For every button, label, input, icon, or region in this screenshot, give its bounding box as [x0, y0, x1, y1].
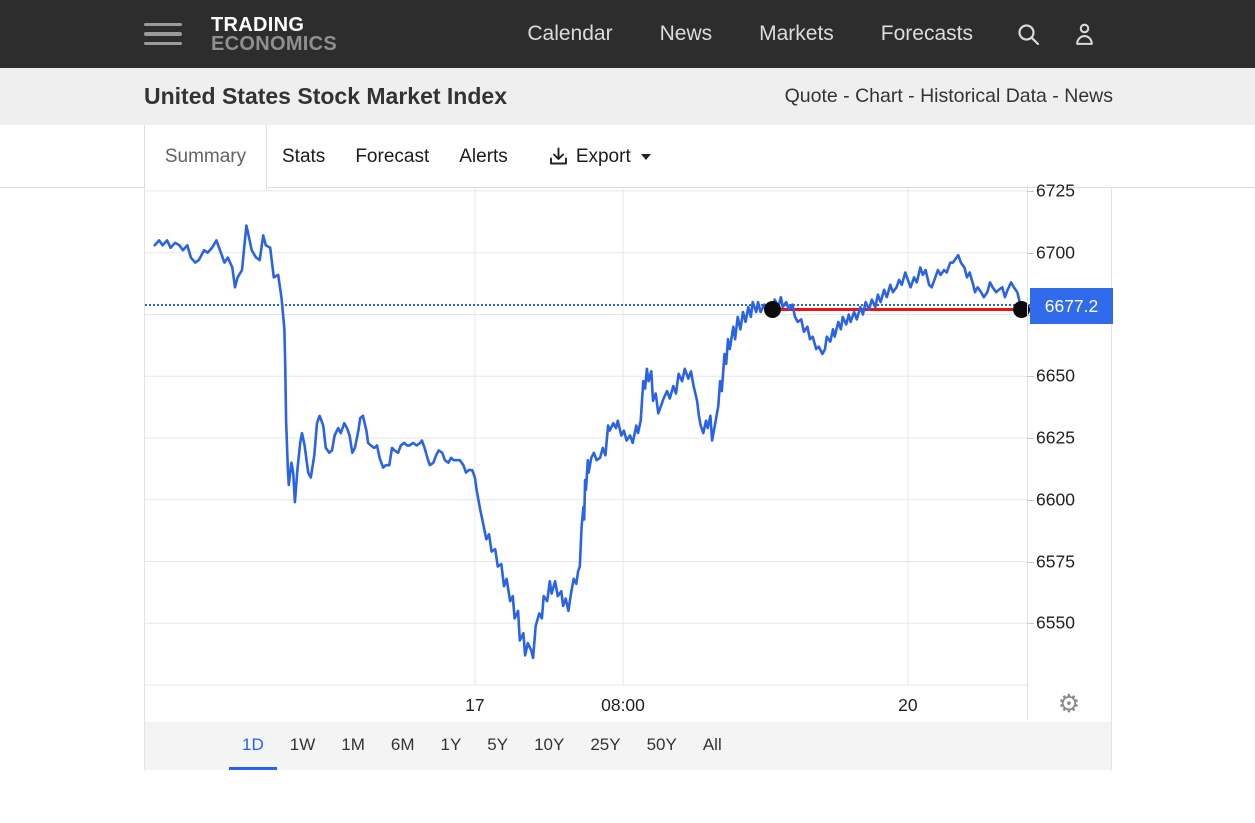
tab-forecast[interactable]: Forecast: [355, 145, 430, 167]
y-axis-tick: [1027, 561, 1034, 563]
chart-settings-gear-icon[interactable]: ⚙: [1057, 690, 1081, 718]
tab-alerts[interactable]: Alerts: [459, 145, 508, 167]
title-bar: United States Stock Market Index Quote -…: [0, 68, 1255, 125]
range-button-25y[interactable]: 25Y: [590, 735, 621, 754]
nav-link-news[interactable]: News: [659, 22, 713, 45]
export-label: Export: [575, 145, 631, 167]
range-button-5y[interactable]: 5Y: [487, 735, 509, 754]
range-button-50y[interactable]: 50Y: [646, 735, 677, 754]
download-icon: [549, 147, 567, 165]
link-quote[interactable]: Quote: [784, 85, 838, 107]
menu-hamburger-icon[interactable]: [144, 22, 182, 46]
page-title: United States Stock Market Index: [144, 83, 507, 109]
tab-stats[interactable]: Stats: [282, 145, 326, 167]
nav-links: Calendar News Markets Forecasts: [527, 22, 973, 46]
y-axis-border: [1027, 186, 1028, 720]
top-navbar: TRADING ECONOMICS Calendar News Markets For…: [0, 0, 1255, 68]
y-axis-tick: [1027, 623, 1034, 625]
y-axis-tick: [1027, 499, 1034, 501]
y-axis-tick: [1027, 438, 1034, 439]
export-button[interactable]: Export: [534, 125, 665, 188]
chart-gridlines: [145, 188, 1027, 686]
user-icon[interactable]: [1072, 22, 1097, 47]
y-axis-tick: [1027, 376, 1034, 378]
range-button-1w[interactable]: 1W: [289, 735, 316, 754]
previous-close-dotted-line: [145, 303, 1031, 306]
tab-summary[interactable]: Summary: [144, 125, 267, 189]
link-chart[interactable]: Chart: [855, 85, 903, 107]
x-axis-label-20: 20: [898, 695, 918, 715]
last-price-label: 6677.2: [1030, 288, 1113, 324]
trading-economics-logo[interactable]: TRADING ECONOMICS: [211, 13, 338, 55]
y-axis-tick: [1027, 190, 1034, 192]
range-button-10y[interactable]: 10Y: [534, 735, 565, 754]
y-axis-label-6700: 6700: [1036, 242, 1075, 263]
nav-link-calendar[interactable]: Calendar: [527, 22, 613, 45]
link-historical-data[interactable]: Historical Data: [920, 85, 1047, 107]
y-axis-label-6725: 6725: [1036, 180, 1075, 201]
y-axis-label-6600: 6600: [1036, 489, 1075, 510]
y-axis-label-6575: 6575: [1036, 551, 1075, 571]
y-axis-tick: [1027, 252, 1034, 254]
logo-line-1: TRADING: [211, 13, 305, 36]
range-button-all[interactable]: All: [702, 735, 722, 754]
range-selector: 1D 1W 1M 6M 1Y 5Y 10Y 25Y 50Y All: [145, 722, 1111, 770]
nav-link-forecasts[interactable]: Forecasts: [880, 22, 973, 45]
range-button-1d[interactable]: 1D: [229, 722, 277, 770]
link-news[interactable]: News: [1064, 85, 1113, 107]
breadcrumb-links: Quote - Chart - Historical Data - News: [784, 85, 1113, 107]
y-axis-label-6625: 6625: [1036, 427, 1075, 448]
nav-icons: [1016, 22, 1097, 47]
y-axis-label-6650: 6650: [1036, 365, 1075, 386]
series-start-marker[interactable]: [763, 300, 781, 318]
x-axis-label-08-00: 08:00: [601, 695, 645, 715]
caret-down-icon: [640, 153, 651, 160]
y-axis-label-6550: 6550: [1036, 612, 1075, 633]
chart-card: 65506575660066256650667567006725 1708:00…: [144, 180, 1113, 770]
chart-plot-area[interactable]: [145, 186, 1027, 690]
price-comparison-red-line: [772, 307, 1031, 311]
series-end-marker[interactable]: [1013, 300, 1031, 318]
nav-link-markets[interactable]: Markets: [759, 22, 834, 45]
range-button-1m[interactable]: 1M: [341, 735, 365, 754]
range-button-1y[interactable]: 1Y: [440, 735, 462, 754]
tabs-row: Summary Stats Forecast Alerts Export: [0, 125, 1255, 189]
search-icon[interactable]: [1016, 22, 1041, 47]
tabs-container: Summary Stats Forecast Alerts Export: [144, 125, 1255, 189]
range-button-6m[interactable]: 6M: [390, 735, 415, 754]
logo-line-2: ECONOMICS: [211, 32, 338, 55]
x-axis-label-17: 17: [465, 695, 485, 715]
